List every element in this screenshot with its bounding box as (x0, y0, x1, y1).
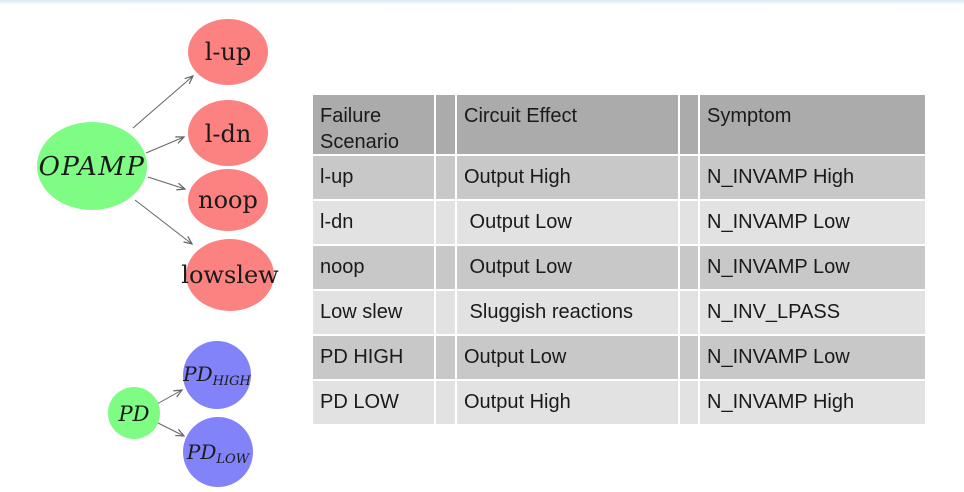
edge-opamp-lup (132, 76, 193, 129)
fault-node-noop (188, 169, 268, 231)
pd-node-label: PD (118, 402, 150, 426)
edge-pd-pdhigh (156, 390, 182, 405)
row-spacer (434, 201, 457, 244)
cell-effect: Sluggish reactions (457, 291, 678, 334)
cell-symptom: N_INVAMP Low (700, 246, 925, 289)
cell-effect: Output Low (457, 246, 678, 289)
cell-effect: Output High (457, 381, 678, 424)
failure-scenario-table: Failure Scenario Circuit Effect Symptom … (313, 95, 925, 424)
pdhigh-subscript: HIGH (212, 374, 252, 389)
cell-scenario: Low slew (313, 291, 434, 334)
fault-node-ldn (188, 100, 268, 166)
fault-node-noop-label: noop (198, 186, 258, 214)
fault-node-lowslew-label: lowslew (181, 261, 279, 289)
edge-opamp-lowslew (134, 199, 192, 244)
opamp-node (37, 122, 147, 210)
row-spacer (678, 246, 700, 289)
cell-effect: Output Low (457, 201, 678, 244)
fault-node-lup-label: l-up (205, 38, 252, 66)
header-failure-scenario: Failure Scenario (313, 95, 434, 154)
header-symptom: Symptom (700, 95, 925, 154)
row-spacer (434, 381, 457, 424)
cell-scenario: noop (313, 246, 434, 289)
opamp-node-label: OPAMP (39, 152, 146, 182)
pd-node (108, 387, 160, 439)
pdhigh-base: PD (182, 362, 213, 386)
row-spacer (678, 291, 700, 334)
edge-pd-pdlow (155, 421, 184, 436)
cell-symptom: N_INV_LPASS (700, 291, 925, 334)
cell-symptom: N_INVAMP High (700, 381, 925, 424)
cell-scenario: PD HIGH (313, 336, 434, 379)
pdlow-node (183, 417, 253, 487)
row-spacer (678, 156, 700, 199)
pdhigh-node (183, 341, 251, 409)
header-circuit-effect: Circuit Effect (457, 95, 678, 154)
row-spacer (434, 336, 457, 379)
cell-scenario: l-up (313, 156, 434, 199)
pdlow-base: PD (186, 440, 217, 464)
row-spacer (434, 246, 457, 289)
fault-node-lowslew (186, 239, 274, 311)
row-spacer (434, 291, 457, 334)
pdlow-subscript: LOW (215, 452, 250, 467)
row-spacer (678, 336, 700, 379)
header-spacer-1 (434, 95, 457, 154)
pdlow-node-label: PDLOW (186, 440, 251, 467)
row-spacer (434, 156, 457, 199)
cell-scenario: l-dn (313, 201, 434, 244)
fault-tree-diagram: OPAMP l-up l-dn noop lowslew PD PDHIGH P… (37, 19, 279, 487)
cell-scenario: PD LOW (313, 381, 434, 424)
top-edge-highlight (0, 0, 964, 5)
fault-node-ldn-label: l-dn (205, 120, 252, 148)
cell-symptom: N_INVAMP Low (700, 201, 925, 244)
edge-opamp-noop (147, 176, 185, 189)
pdhigh-node-label: PDHIGH (182, 362, 251, 389)
edge-opamp-ldn (145, 137, 184, 154)
cell-symptom: N_INVAMP High (700, 156, 925, 199)
cell-effect: Output High (457, 156, 678, 199)
header-spacer-2 (678, 95, 700, 154)
cell-symptom: N_INVAMP Low (700, 336, 925, 379)
cell-effect: Output Low (457, 336, 678, 379)
fault-node-lup (188, 19, 268, 85)
row-spacer (678, 381, 700, 424)
row-spacer (678, 201, 700, 244)
